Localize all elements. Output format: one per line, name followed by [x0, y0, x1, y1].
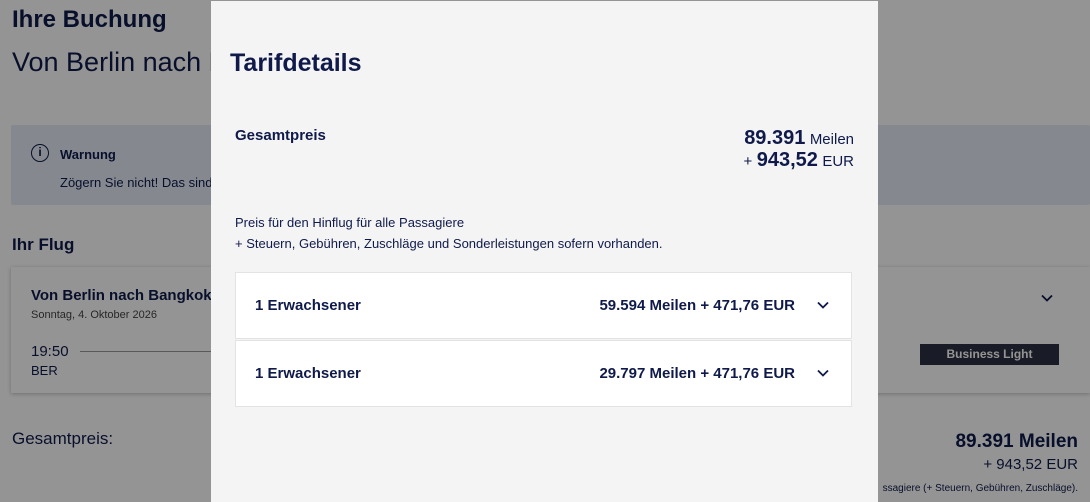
passenger-label: 1 Erwachsener — [255, 365, 361, 382]
passenger-label: 1 Erwachsener — [255, 297, 361, 314]
chevron-down-icon[interactable] — [817, 299, 829, 311]
info-circle-icon: i — [31, 144, 49, 162]
modal-total-miles-value: 89.391 — [744, 127, 806, 149]
total-price-note: ssagiere (+ Steuern, Gebühren, Zuschläge… — [882, 483, 1078, 494]
departure-time: 19:50 — [31, 343, 69, 360]
total-price-eur: + 943,52 EUR — [983, 456, 1078, 473]
departure-airport: BER — [31, 363, 58, 378]
modal-total-eur: + 943,52 EUR — [743, 149, 854, 172]
flight-date: Sonntag, 4. Oktober 2026 — [31, 309, 157, 321]
total-price-miles: 89.391 Meilen — [955, 431, 1078, 452]
modal-total-miles: 89.391 Meilen — [744, 127, 854, 150]
warning-text: Zögern Sie nicht! Das sind — [60, 175, 213, 190]
page-title: Ihre Buchung — [12, 6, 167, 33]
price-description-line-2: + Steuern, Gebühren, Zuschläge und Sonde… — [235, 236, 663, 251]
warning-title: Warnung — [60, 147, 116, 162]
modal-total-eur-unit: EUR — [822, 153, 854, 170]
total-price-label: Gesamtpreis: — [12, 429, 114, 448]
flight-route: Von Berlin nach Bangkok — [31, 287, 212, 304]
passenger-price: 59.594 Meilen + 471,76 EUR — [599, 297, 795, 314]
price-description: Preis für den Hinflug für alle Passagier… — [235, 212, 663, 254]
modal-total-eur-value: 943,52 — [756, 149, 818, 171]
passenger-row[interactable]: 1 Erwachsener 59.594 Meilen + 471,76 EUR — [235, 272, 852, 339]
modal-total-miles-unit: Meilen — [809, 131, 854, 148]
flight-timeline — [80, 351, 220, 352]
modal-total-label: Gesamtpreis — [235, 127, 326, 144]
modal-title: Tarifdetails — [230, 49, 362, 77]
flight-section-title: Ihr Flug — [12, 235, 75, 254]
passenger-row[interactable]: 1 Erwachsener 29.797 Meilen + 471,76 EUR — [235, 340, 852, 407]
price-description-line-1: Preis für den Hinflug für alle Passagier… — [235, 215, 465, 230]
chevron-down-icon[interactable] — [817, 367, 829, 379]
fare-details-modal: Tarifdetails Gesamtpreis 89.391 Meilen +… — [211, 1, 878, 502]
modal-total-eur-prefix: + — [743, 153, 753, 170]
fare-class-badge: Business Light — [920, 344, 1059, 365]
chevron-down-icon[interactable] — [1041, 292, 1053, 304]
passenger-price: 29.797 Meilen + 471,76 EUR — [599, 365, 795, 382]
